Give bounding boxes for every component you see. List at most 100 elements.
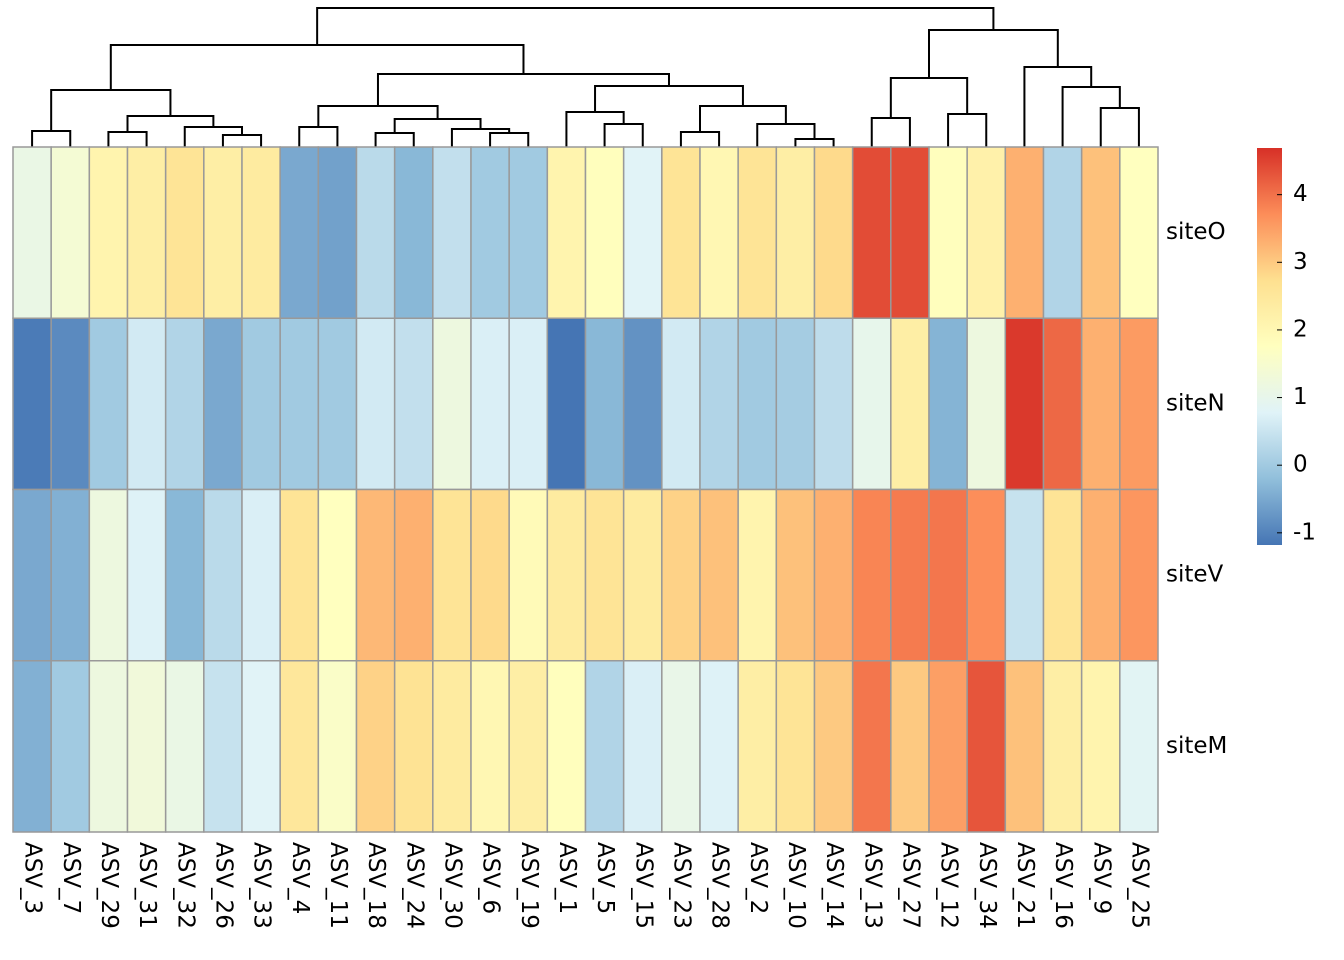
heatmap-cell [1080,660,1121,833]
heatmap-cell [126,660,167,833]
heatmap-cell [622,488,663,662]
dendrogram-branch [603,123,644,147]
column-label: ASV_9 [1088,842,1114,914]
dendrogram-branch [489,132,530,147]
legend-tick-label: 1 [1293,384,1308,410]
column-label: ASV_12 [936,842,962,929]
heatmap-cell [1042,317,1083,491]
heatmap-cell [88,488,129,662]
heatmap-cell [1119,488,1159,662]
heatmap-cell [126,488,167,662]
column-label: ASV_26 [210,842,236,929]
heatmap-cell [393,146,434,319]
heatmap-cell [1080,317,1121,491]
dendrogram-branch [374,132,415,147]
heatmap-cell [88,660,129,833]
heatmap-cell [317,146,358,319]
heatmap-cell [88,146,129,319]
heatmap-cell [775,488,816,662]
dendrogram-branch [870,117,911,147]
heatmap-cell [546,146,587,319]
heatmap-cell [584,146,625,319]
dendrogram-branch [794,138,835,147]
heatmap-cell [203,317,243,491]
heatmap-cell [355,488,396,662]
heatmap-cell [279,660,320,833]
legend-tick-label: 2 [1293,316,1308,342]
heatmap-cell [1004,317,1045,491]
heatmap-cell [546,660,587,833]
heatmap-cell [584,317,625,491]
dendrogram-branch [1023,66,1093,147]
dendrogram-branch [1061,86,1121,147]
row-label: siteM [1166,733,1227,759]
heatmap-cell [241,488,281,662]
column-label: ASV_31 [134,842,160,929]
heatmap-cell [584,488,625,662]
heatmap-cell [432,488,472,662]
heatmap-cell [1004,146,1045,319]
heatmap-cell [279,317,320,491]
dendrogram-branch [928,29,1059,78]
dendrogram-branch [565,111,625,147]
dendrogram-branch [298,126,339,147]
column-label: ASV_7 [58,842,84,914]
column-label: ASV_19 [516,842,542,929]
heatmap-cell [584,660,625,833]
heatmap-cell [50,146,91,319]
heatmap-cell [661,146,701,319]
heatmap-cell [928,488,968,662]
column-label: ASV_34 [974,842,1000,929]
heatmap-cell [966,660,1007,833]
heatmap-cell [317,488,358,662]
heatmap-cell [813,488,854,662]
heatmap-cell [890,660,930,833]
dendrogram-branch [699,105,787,132]
heatmap-cell [851,146,892,319]
heatmap-cell [203,488,243,662]
heatmap-cell [1042,146,1083,319]
heatmap-cell [546,317,587,491]
heatmap-cell [699,317,739,491]
color-bar [1257,148,1282,545]
heatmap-cell [928,146,968,319]
column-label: ASV_27 [897,842,923,929]
column-label: ASV_11 [325,842,351,929]
heatmap-cell [546,488,587,662]
heatmap-cell [12,660,52,833]
heatmap-cell [126,146,167,319]
heatmap-cell [622,317,663,491]
heatmap-cell [1119,146,1159,319]
heatmap-cell [50,488,91,662]
dendrogram-branch [376,73,670,106]
heatmap-cell [470,488,510,662]
heatmap-cell [775,317,816,491]
heatmap-cell [890,146,930,319]
heatmap-cell [622,660,663,833]
heatmap-cell [470,317,510,491]
dendrogram-branch [317,105,439,127]
column-label: ASV_14 [821,842,847,929]
column-label: ASV_13 [859,842,885,929]
dendrogram [31,7,1140,147]
dendrogram-branch [50,89,172,131]
heatmap-cell [966,146,1007,319]
heatmap-cell [164,146,205,319]
heatmap-cell [508,488,549,662]
heatmap-cell [737,146,778,319]
dendrogram-branch [316,7,995,45]
column-label: ASV_10 [783,842,809,929]
heatmap-cell [508,146,549,319]
heatmap-cell [12,317,52,491]
heatmap-cell [966,317,1007,491]
column-label: ASV_25 [1126,842,1152,929]
heatmap-cell [737,488,778,662]
heatmap-cell [317,660,358,833]
heatmap-cell [966,488,1007,662]
heatmap-cell [851,660,892,833]
dendrogram-branch [1099,107,1140,147]
column-label: ASV_18 [363,842,389,929]
row-label: siteV [1166,562,1224,588]
heatmap-cell [928,317,968,491]
